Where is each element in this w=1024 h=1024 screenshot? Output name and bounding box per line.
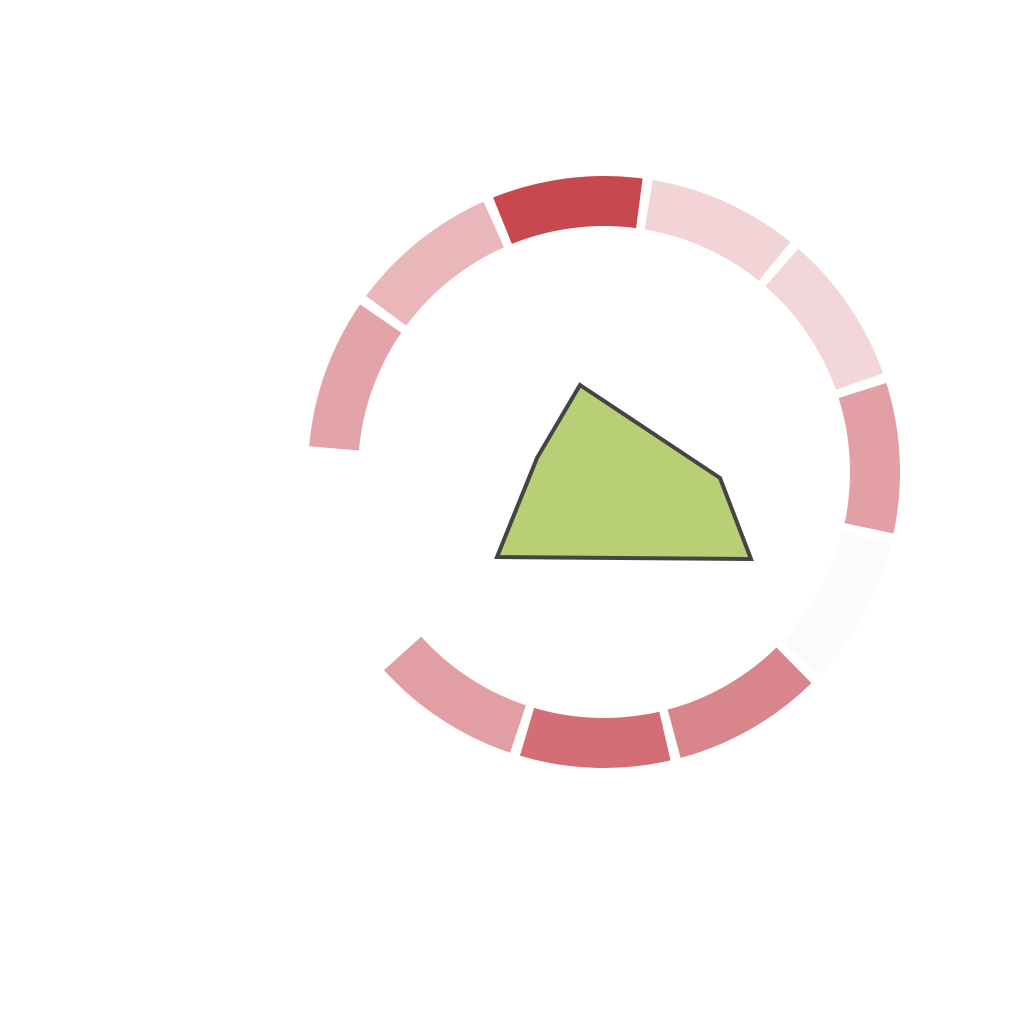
ring-segment-4: [644, 180, 791, 281]
ring-segment-9: [519, 707, 671, 768]
ring-segment-7: [782, 531, 892, 676]
segmented-ring: [309, 176, 900, 768]
ring-segment-5: [765, 248, 884, 390]
ring-segment-1: [309, 304, 402, 451]
ring-segment-2: [366, 201, 504, 326]
ring-segment-6: [838, 382, 900, 534]
ring-segment-10: [384, 636, 526, 753]
ring-segment-3: [493, 176, 643, 244]
ring-segment-8: [667, 647, 812, 758]
center-polygon: [494, 382, 754, 562]
